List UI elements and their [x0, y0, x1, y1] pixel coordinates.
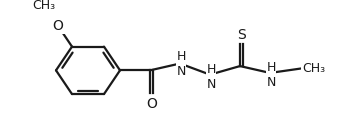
- Text: CH₃: CH₃: [302, 62, 325, 75]
- Text: H
N: H N: [266, 61, 276, 89]
- Text: O: O: [146, 97, 157, 111]
- Text: O: O: [52, 19, 63, 33]
- Text: CH₃: CH₃: [33, 0, 56, 12]
- Text: S: S: [237, 28, 246, 42]
- Text: H
N: H N: [176, 50, 186, 77]
- Text: H
N: H N: [206, 63, 216, 91]
